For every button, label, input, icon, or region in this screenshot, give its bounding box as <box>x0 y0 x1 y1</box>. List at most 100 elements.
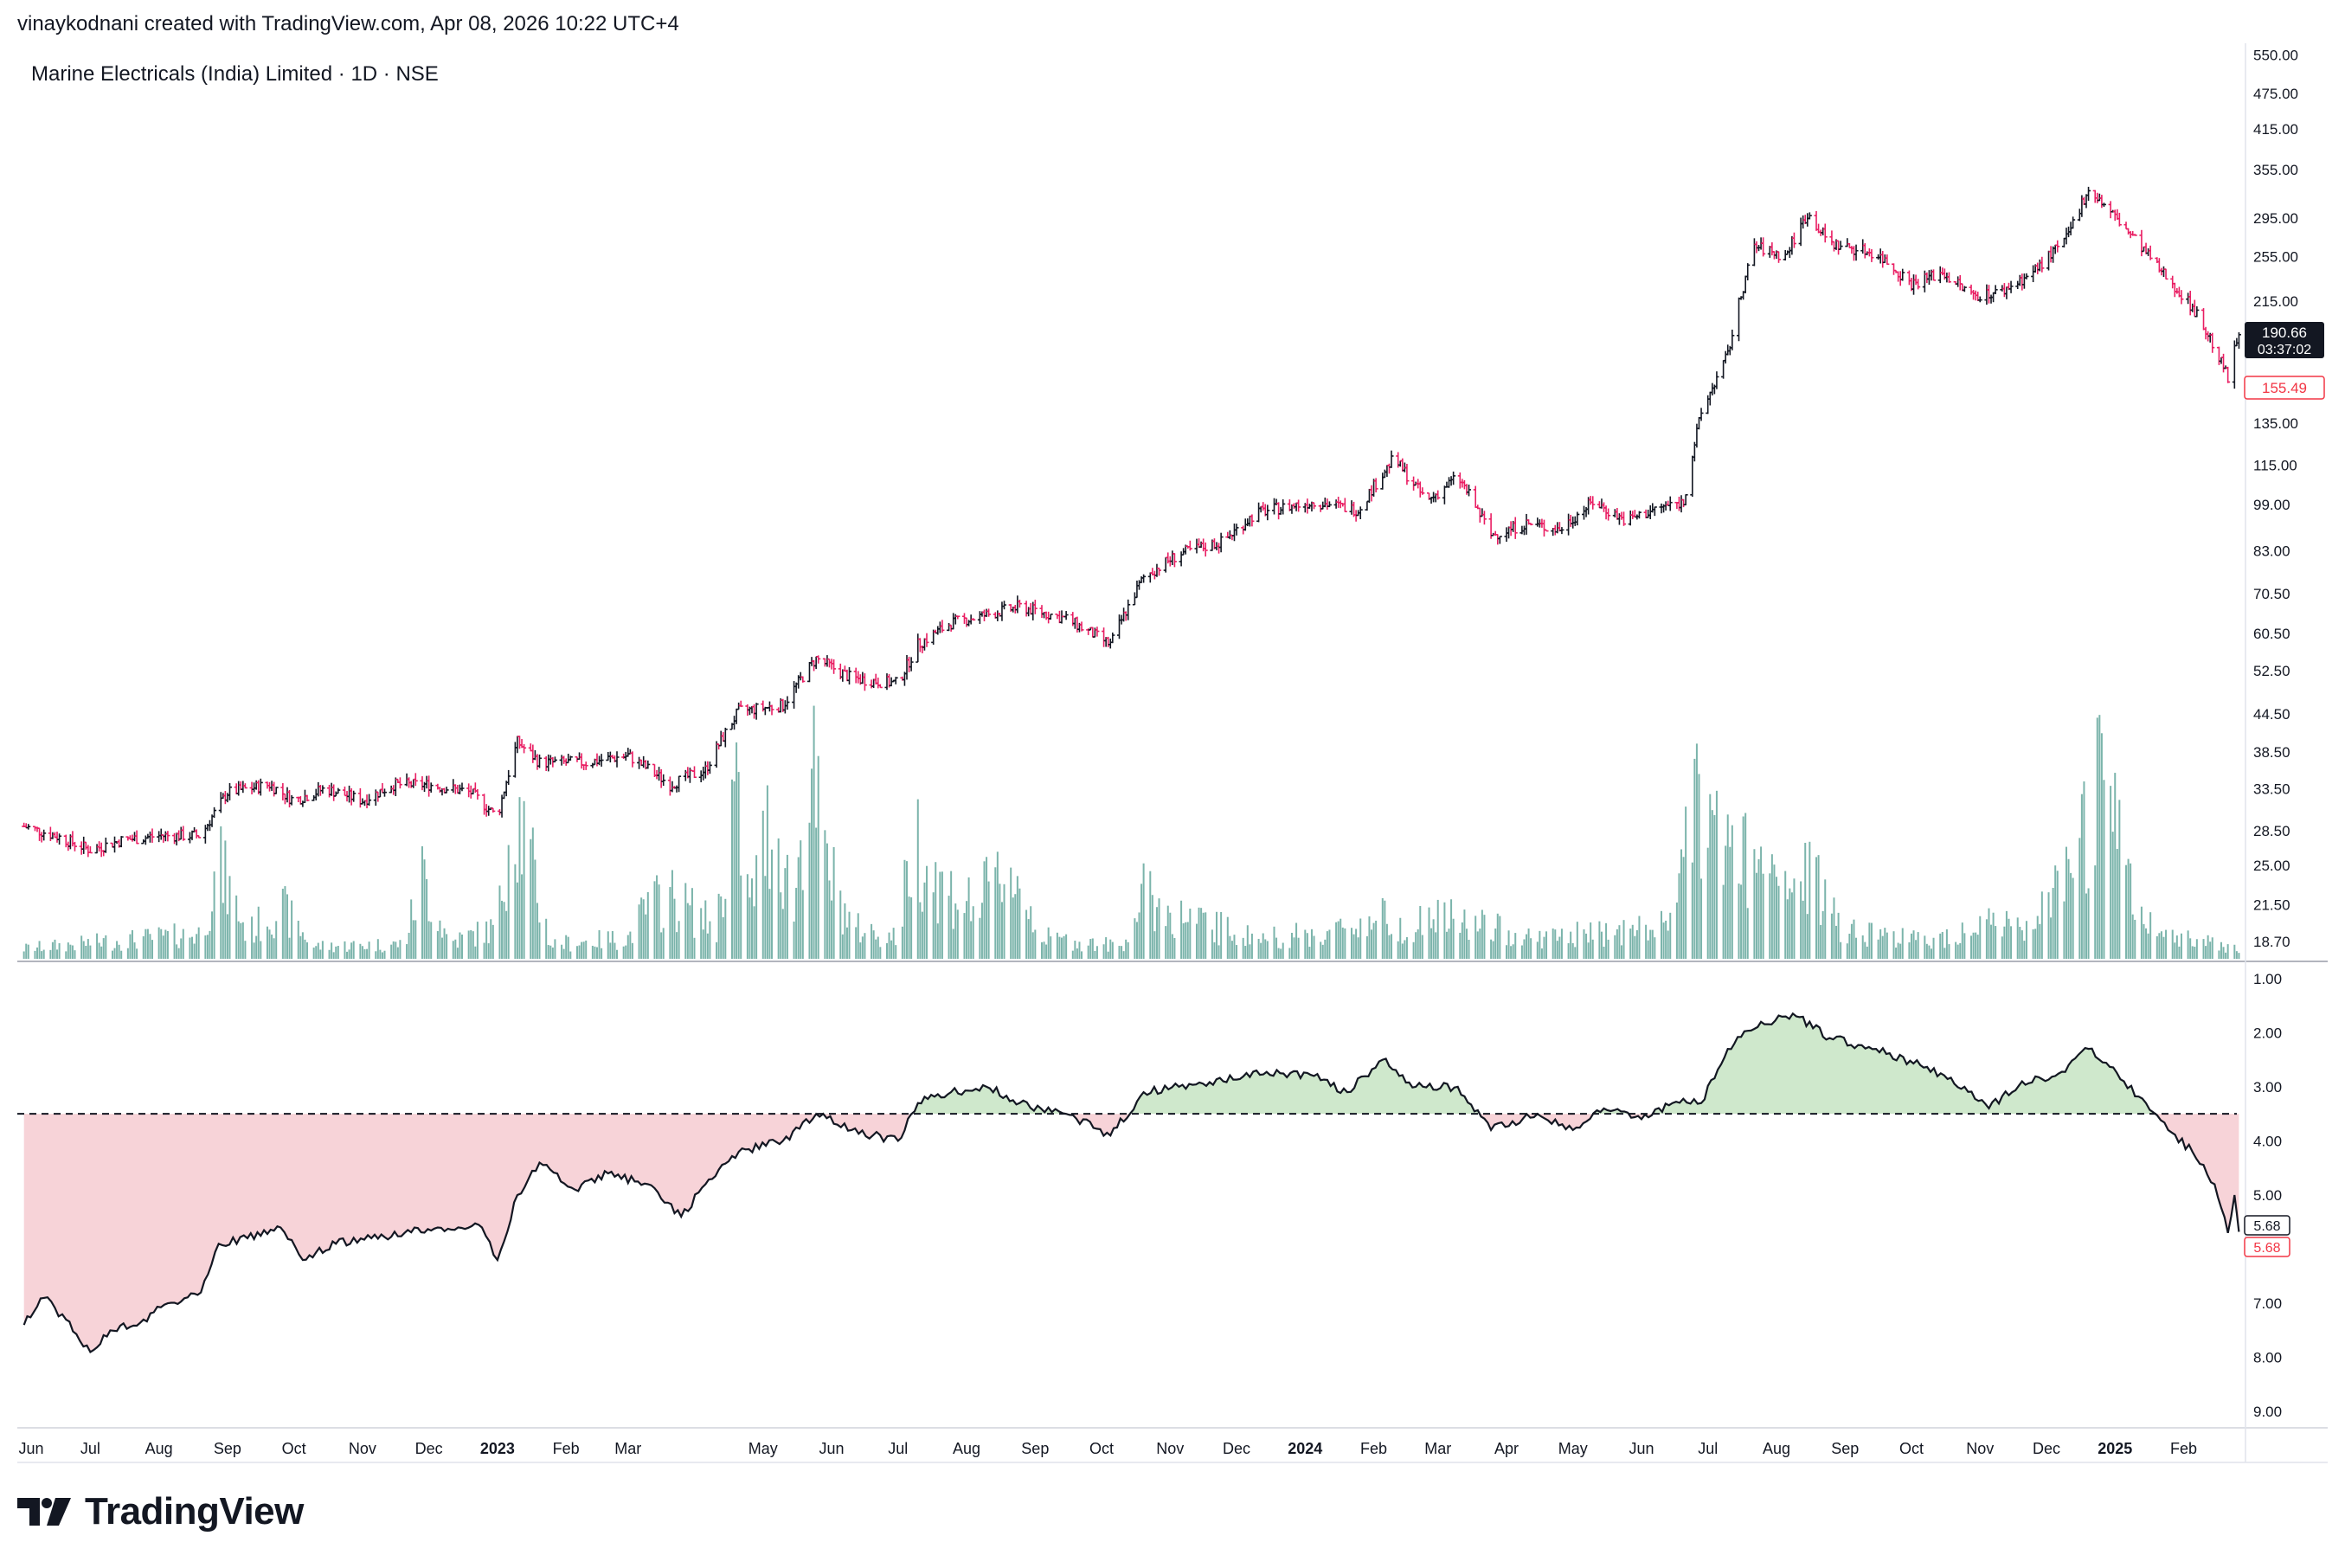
volume-bar <box>2094 865 2097 959</box>
ratio-last-value-alt: 5.68 <box>2253 1241 2280 1256</box>
volume-bar <box>2162 936 2165 959</box>
volume-bar <box>2209 941 2212 959</box>
volume-bar <box>452 941 454 959</box>
volume-bar <box>2171 929 2174 959</box>
volume-bar <box>536 903 538 959</box>
volume-bar <box>1651 929 1654 959</box>
volume-bar <box>1629 929 1632 959</box>
volume-bar <box>1620 945 1622 959</box>
volume-bar <box>1365 935 1368 959</box>
price-bar <box>444 787 449 794</box>
volume-bar <box>1956 944 1959 959</box>
volume-bar <box>1122 951 1125 959</box>
volume-bar <box>575 946 578 959</box>
volume-bar <box>162 935 164 959</box>
volume-bar <box>538 922 541 959</box>
price-pane[interactable] <box>17 43 2245 961</box>
volume-bar <box>656 875 659 959</box>
price-bar <box>893 677 898 684</box>
volume-bar <box>27 944 29 959</box>
volume-bar <box>1802 900 1804 959</box>
volume-bar <box>1755 872 1757 959</box>
price-bar <box>2117 212 2122 227</box>
volume-bar <box>2001 936 2003 959</box>
volume-bar <box>1850 923 1853 959</box>
volume-bar <box>102 938 105 959</box>
volume-bar <box>22 951 25 959</box>
volume-bar <box>2222 947 2225 959</box>
price-tick-label: 70.50 <box>2253 586 2290 602</box>
volume-bar <box>1614 935 1616 959</box>
price-tick-label: 18.70 <box>2253 934 2290 950</box>
price-tick-label: 21.50 <box>2253 897 2290 914</box>
volume-bar <box>646 892 649 959</box>
volume-bar <box>1899 943 1902 959</box>
volume-bar <box>609 942 612 959</box>
volume-bar <box>1762 873 1764 959</box>
volume-bar <box>406 944 408 959</box>
volume-bar <box>2098 715 2101 959</box>
volume-bar <box>501 900 504 959</box>
price-bar <box>1157 567 1162 576</box>
ratio-last-value: 5.68 <box>2253 1219 2280 1234</box>
time-tick-label: 2024 <box>1288 1440 1322 1457</box>
volume-bar <box>2130 863 2132 959</box>
volume-bar <box>399 940 402 959</box>
volume-bar <box>1941 932 1943 959</box>
volume-bar <box>1165 926 1167 959</box>
volume-bar <box>2226 944 2229 959</box>
volume-bar <box>622 946 625 959</box>
volume-bar <box>780 892 782 959</box>
volume-bar <box>845 927 848 959</box>
volume-bar <box>1821 910 1824 959</box>
volume-bar <box>554 939 556 959</box>
price-bar <box>258 778 263 796</box>
volume-bar <box>25 943 28 959</box>
low-price-tag: 155.49 <box>2244 376 2325 400</box>
price-bar <box>1389 450 1394 468</box>
volume-bar <box>1118 946 1121 959</box>
volume-bar <box>1397 941 1399 959</box>
volume-bar <box>1757 858 1760 959</box>
price-bar <box>1745 263 1751 280</box>
price-bar <box>2210 332 2215 353</box>
volume-bar <box>813 705 815 959</box>
volume-bar <box>1571 942 1574 959</box>
volume-bar <box>1881 935 1884 959</box>
volume-bar <box>1870 922 1873 959</box>
volume-bar <box>1102 944 1105 959</box>
volume-bar <box>100 946 103 959</box>
volume-bar <box>1357 937 1359 959</box>
ratio-tick-label: 8.00 <box>2253 1350 2282 1366</box>
volume-bar <box>410 899 413 959</box>
volume-bar <box>567 936 569 959</box>
volume-bar <box>1450 899 1453 959</box>
volume-bar <box>1988 908 1990 959</box>
tradingview-brand[interactable]: TradingView <box>17 1490 304 1533</box>
price-bar <box>599 754 604 767</box>
price-bar <box>1420 487 1425 495</box>
last-price-value: 190.66 <box>2262 325 2307 341</box>
volume-bar <box>1667 930 1669 959</box>
price-bar <box>1203 542 1208 557</box>
price-bar <box>677 775 682 793</box>
brand-name: TradingView <box>85 1490 304 1533</box>
price-tick-label: 255.00 <box>2253 248 2298 265</box>
volume-bar <box>1328 929 1331 959</box>
volume-bar <box>1824 879 1827 959</box>
price-tick-label: 115.00 <box>2253 458 2297 474</box>
volume-bar <box>467 930 470 959</box>
volume-bar <box>581 941 583 959</box>
volume-bar <box>877 936 879 959</box>
volume-bar <box>1585 933 1588 959</box>
volume-bar <box>1166 905 1169 959</box>
volume-bar <box>585 940 588 959</box>
volume-bar <box>58 942 61 959</box>
volume-bar <box>983 861 986 959</box>
volume-bar <box>737 772 740 959</box>
price-bar <box>413 773 418 787</box>
volume-bar <box>383 950 386 959</box>
volume-bar <box>1804 842 1807 959</box>
volume-bar <box>1514 933 1517 959</box>
